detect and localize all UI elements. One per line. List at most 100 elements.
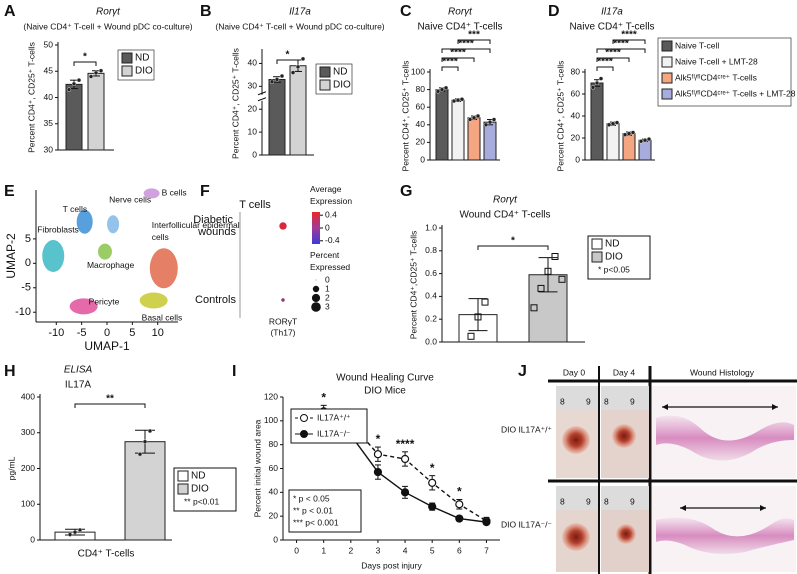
data-point (66, 87, 72, 92)
row-label: DIO IL17A⁺/⁺ (501, 424, 553, 434)
cluster (143, 188, 160, 199)
cluster-label: Pericyte (89, 297, 120, 307)
significance-label: * (457, 485, 462, 499)
data-point (558, 275, 566, 283)
data-point (98, 68, 104, 73)
panel-label: D (548, 3, 560, 20)
data-point (544, 267, 552, 275)
dot (281, 298, 285, 302)
significance-bracket (477, 245, 549, 250)
y-axis-label: Percent CD4⁺, CD25⁺ T-cells (555, 61, 565, 172)
chart-subtitle: DIO Mice (364, 386, 406, 397)
data-point (72, 529, 78, 535)
y-tick-label: 20 (571, 132, 581, 142)
data-point (76, 77, 82, 83)
x-tick-label: 4 (403, 545, 408, 555)
ruler-label: 9 (630, 496, 635, 506)
significance-bracket (74, 403, 146, 408)
cluster-label: Basal cells (142, 313, 183, 323)
bar (622, 133, 636, 161)
histology-panel (548, 366, 797, 574)
marker (455, 500, 464, 509)
chart-title: T cells (239, 199, 271, 211)
significance-bracket (441, 66, 459, 71)
legend-box (315, 63, 353, 95)
x-tick-label: 6 (457, 545, 462, 555)
chart-subtitle: (Naive CD4⁺ T-cell + Wound pDC co-cultur… (23, 21, 192, 31)
y-tick-label: 0.2 (425, 313, 437, 323)
data-point (300, 56, 306, 62)
size-label: 3 (325, 301, 330, 311)
y-axis-label: Percent CD4⁺, CD25⁺ T-cells (230, 48, 240, 159)
legend-box (173, 467, 237, 512)
marker (455, 514, 464, 523)
significance-label: **** (442, 57, 458, 68)
ruler-label: 9 (586, 496, 591, 506)
ruler-label: 9 (630, 396, 635, 406)
chart-title: Wound Healing Curve (336, 373, 434, 384)
data-point (67, 532, 73, 537)
data-point (590, 85, 596, 90)
legend-swatch (177, 483, 189, 495)
data-point (598, 76, 604, 81)
significance-bracket (596, 57, 630, 62)
x-tick-label: 2 (348, 545, 353, 555)
y-tick-label: 35 (44, 118, 54, 128)
cluster-label: Macrophage (87, 260, 135, 270)
y-tick-label: 0.6 (425, 268, 437, 278)
y-tick-label: 80 (416, 84, 426, 94)
legend-label: DIO (135, 66, 153, 77)
marker (428, 478, 437, 487)
panel-label: F (200, 183, 210, 200)
axis-break (258, 94, 266, 101)
ruler-label: 8 (560, 396, 565, 406)
y-tick-label: 40 (416, 119, 426, 129)
significance-bracket (73, 61, 97, 66)
row-label: Diabetic wounds (193, 214, 236, 238)
legend-label: Naive T-cell (675, 40, 719, 50)
legend-title: Average Expression (310, 184, 352, 206)
axis-break (257, 97, 267, 102)
y-axis-label: Percent initial wound area (252, 419, 262, 517)
x-axis-label: CD4⁺ T-cells (78, 549, 135, 560)
y-tick-label: 20 (248, 103, 258, 113)
legend-label: ND (333, 67, 347, 78)
legend-box (657, 37, 792, 107)
legend-swatch (591, 251, 603, 263)
data-point (274, 77, 280, 82)
chart-title: Il17a (289, 7, 311, 18)
chart-subtitle: IL17A (65, 380, 91, 391)
y-tick-label: 30 (248, 81, 258, 91)
data-point (290, 70, 296, 75)
y-axis-label: Percent CD4⁺,CD25⁺ T-cells (408, 231, 418, 340)
chart-title: ELISA (64, 365, 93, 376)
data-point (279, 73, 285, 79)
bar (435, 89, 449, 161)
x-tick-label: -5 (77, 327, 87, 339)
y-tick-label: 80 (269, 439, 279, 449)
legend-marker (300, 430, 308, 438)
panel-label: G (400, 183, 412, 200)
y-tick-label: 5 (25, 233, 31, 245)
y-tick-label: 0 (30, 534, 35, 544)
significance-bracket (612, 39, 646, 44)
significance-label: **** (396, 437, 415, 451)
ruler-label: 8 (604, 496, 609, 506)
data-point (451, 98, 457, 104)
bar (87, 72, 105, 151)
legend-title: Percent Expressed (310, 250, 350, 272)
legend-label: IL17A⁻/⁻ (317, 428, 351, 438)
data-point (88, 74, 94, 79)
wound-photo (616, 524, 636, 544)
y-tick-label: 10 (248, 126, 258, 136)
marker (373, 467, 383, 477)
y-tick-label: 60 (416, 101, 426, 111)
significance-bracket (596, 66, 614, 71)
y-tick-label: 40 (269, 487, 279, 497)
data-point (622, 132, 628, 137)
size-label: 2 (325, 292, 330, 302)
chart-subtitle: Naive CD4⁺ T-cells (417, 22, 502, 33)
chart-title: Rorγt (448, 7, 473, 18)
legend-note: ** p<0.01 (184, 496, 219, 506)
data-point (459, 97, 465, 102)
